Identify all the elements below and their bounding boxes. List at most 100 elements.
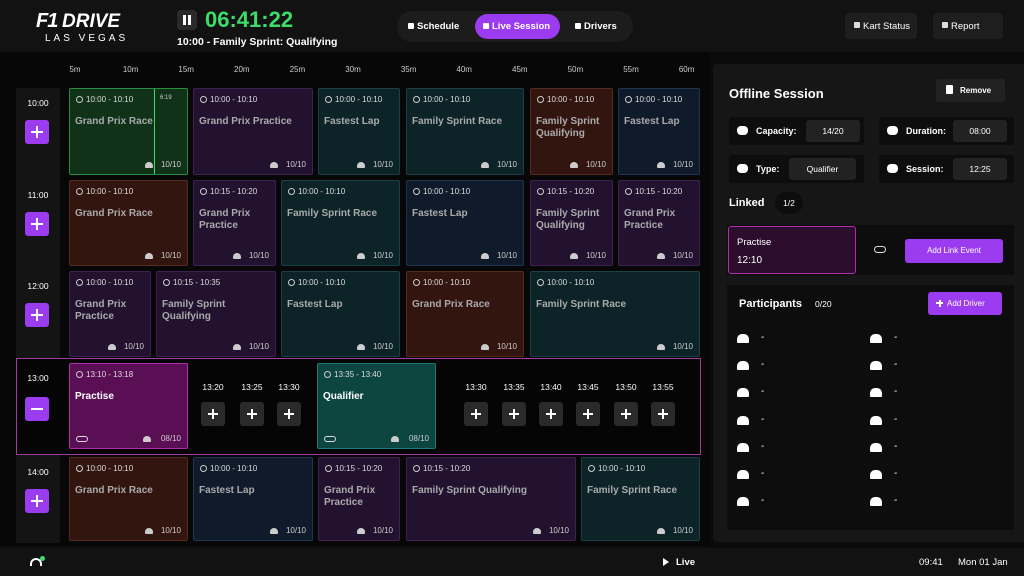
event-card[interactable]: 10:15 - 10:35 Family Sprint Qualifying 10/… <box>156 271 276 357</box>
driver-slot: - <box>894 468 898 479</box>
action-button[interactable]: Report <box>933 13 1003 39</box>
event-time: 10:00 - 10:10 <box>210 95 258 104</box>
icon <box>233 253 241 259</box>
event-card[interactable]: 10:00 - 10:10 Fastest Lap 10/10 <box>318 88 400 175</box>
slot-add[interactable] <box>651 402 675 426</box>
slot-time: 13:25 <box>241 382 263 392</box>
add-button[interactable] <box>25 303 49 327</box>
clock: 06:41:22 <box>205 7 294 32</box>
icon <box>870 497 882 507</box>
icon <box>662 409 664 419</box>
event-card[interactable]: 10:00 - 10:10 Grand Prix Practice 10/10 <box>193 88 313 175</box>
participants-box <box>727 285 1014 530</box>
linked-event[interactable]: Practise 12:10 <box>728 226 856 274</box>
icon <box>36 218 38 230</box>
event-card[interactable]: 10:00 - 10:10 Grand Prix Race 10/10 <box>406 271 524 357</box>
event-card[interactable]: 10:00 - 10:10 Grand Prix Race 10/10 <box>69 180 188 266</box>
icon <box>36 495 38 507</box>
slot-time: 13:30 <box>278 382 300 392</box>
icon <box>76 96 83 103</box>
nav-tab[interactable]: Schedule <box>400 14 466 39</box>
icon <box>874 246 886 253</box>
event-card[interactable]: 10:00 - 10:10 Family Sprint Race 10/10 <box>530 271 700 357</box>
event-card[interactable]: 13:10 - 13:18 Practise 08/10 <box>69 363 188 449</box>
icon <box>76 436 88 442</box>
slot-add[interactable] <box>240 402 264 426</box>
tick-label: 20m <box>234 65 250 74</box>
nav-tab[interactable]: Live Session <box>475 14 560 39</box>
icon <box>212 409 214 419</box>
nav-label: Drivers <box>584 21 617 32</box>
event-time: 10:00 - 10:10 <box>598 464 646 473</box>
slot-add[interactable] <box>464 402 488 426</box>
icon <box>40 556 45 561</box>
icon <box>481 344 489 350</box>
icon <box>481 253 489 259</box>
remove-label: Remove <box>960 86 992 95</box>
icon <box>413 96 420 103</box>
event-card[interactable]: 10:00 - 10:10 Family Sprint Qualifying 10/… <box>530 88 613 175</box>
slot-add[interactable] <box>614 402 638 426</box>
tick-label: 30m <box>345 65 361 74</box>
event-capacity: 10/10 <box>160 251 181 260</box>
event-card[interactable]: 10:15 - 10:20 Grand Prix Practice 10/10 <box>193 180 276 266</box>
event-time: 10:15 - 10:35 <box>173 278 221 287</box>
row-time: 14:00 <box>27 467 49 477</box>
event-time: 10:00 - 10:10 <box>298 187 346 196</box>
event-card[interactable]: 10:00 - 10:10 Grand Prix Practice 10/10 <box>69 271 151 357</box>
add-button[interactable] <box>25 120 49 144</box>
event-capacity: 10/10 <box>123 342 144 351</box>
driver-slot: - <box>894 440 898 452</box>
event-card[interactable]: 10:00 - 10:10 Grand Prix Race 10/10 <box>69 457 188 541</box>
event-card[interactable]: 10:00 - 10:10 Family Sprint Race 10/10 <box>581 457 700 541</box>
event-card[interactable]: 10:15 - 10:20 Family Sprint Qualifying 10/… <box>530 180 613 266</box>
event-time: 10:00 - 10:10 <box>86 187 134 196</box>
nav-label: Live Session <box>492 21 551 32</box>
icon <box>413 465 420 472</box>
event-capacity: 10/10 <box>372 526 393 535</box>
icon <box>288 188 295 195</box>
event-card[interactable]: 10:00 - 10:10 Family Sprint Race 10/10 <box>406 88 524 175</box>
pause-button[interactable] <box>177 10 197 30</box>
event-card[interactable]: 10:15 - 10:20 Grand Prix Practice 10/10 <box>618 180 700 266</box>
event-card[interactable]: 10:00 - 10:10 Grand Prix Race 10/10 6:19 <box>69 88 188 175</box>
field-value-text: 14/20 <box>822 126 844 136</box>
event-card[interactable]: 10:00 - 10:10 Fastest Lap 10/10 <box>281 271 400 357</box>
collapse-button[interactable] <box>25 397 49 421</box>
event-card[interactable]: 10:00 - 10:10 Fastest Lap 10/10 <box>406 180 524 266</box>
event-card[interactable]: 10:00 - 10:10 Family Sprint Race 10/10 <box>281 180 400 266</box>
event-capacity: 10/10 <box>160 526 181 535</box>
event-name: Grand Prix Race <box>75 116 153 127</box>
event-card[interactable]: 10:00 - 10:10 Fastest Lap 10/10 <box>618 88 700 175</box>
field: Type: Qualifier <box>729 155 864 183</box>
action-button[interactable]: Kart Status <box>845 13 917 39</box>
slot-add[interactable] <box>201 402 225 426</box>
slot-add[interactable] <box>502 402 526 426</box>
event-card[interactable]: 10:00 - 10:10 Fastest Lap 10/10 <box>193 457 313 541</box>
linked-count-text: 1/2 <box>783 198 795 208</box>
nav-tab[interactable]: Drivers <box>567 14 625 39</box>
event-time: 10:15 - 10:20 <box>547 187 595 196</box>
slot-add[interactable] <box>277 402 301 426</box>
icon <box>870 334 882 343</box>
event-card[interactable]: 13:35 - 13:40 Qualifier 08/10 <box>317 363 436 449</box>
event-capacity: 10/10 <box>585 251 606 260</box>
event-name: Fastest Lap <box>412 208 468 219</box>
event-capacity: 10/10 <box>496 251 517 260</box>
event-name: Grand Prix Practice <box>624 208 676 231</box>
icon <box>76 371 83 378</box>
event-name: Family Sprint Race <box>536 299 627 310</box>
icon <box>737 470 749 479</box>
event-card[interactable]: 10:15 - 10:20 Family Sprint Qualifying 10/… <box>406 457 576 541</box>
icon <box>413 188 420 195</box>
event-card[interactable]: 10:15 - 10:20 Grand Prix Practice 10/10 <box>318 457 400 541</box>
remove-button[interactable]: Remove <box>936 79 1005 102</box>
add-button[interactable] <box>25 489 49 513</box>
add-driver-button[interactable]: Add Driver <box>928 292 1002 315</box>
event-capacity: 10/10 <box>248 342 269 351</box>
slot-add[interactable] <box>539 402 563 426</box>
add-link-button[interactable]: Add Link Event <box>905 239 1003 263</box>
event-capacity: 10/10 <box>672 251 693 260</box>
add-button[interactable] <box>25 212 49 236</box>
slot-add[interactable] <box>576 402 600 426</box>
